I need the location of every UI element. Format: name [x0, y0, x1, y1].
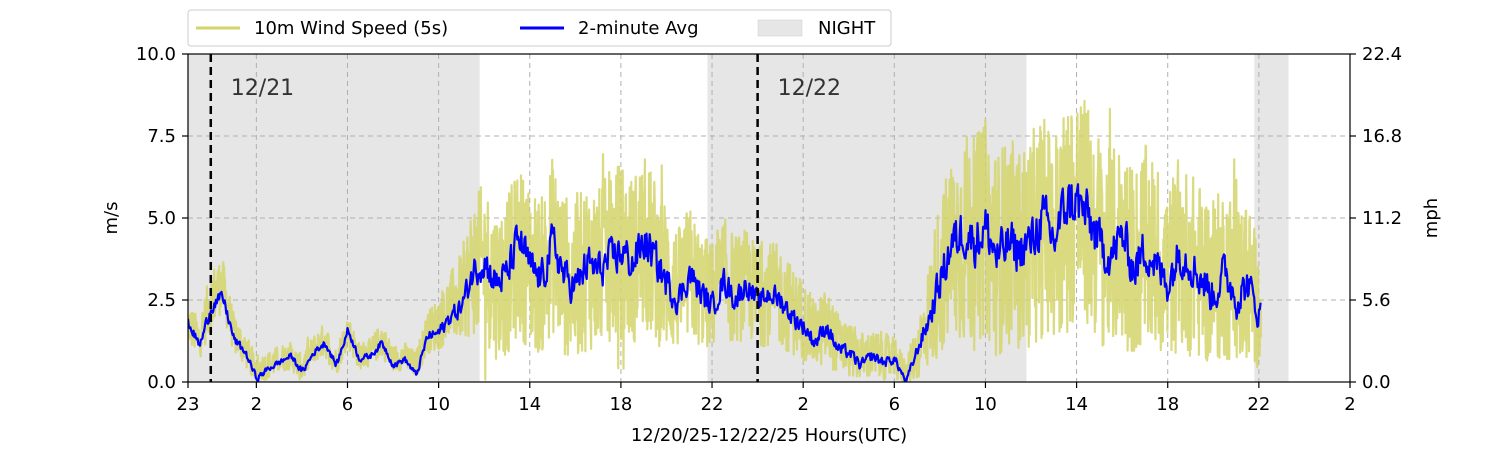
x-tick-label-1: 2: [251, 394, 262, 415]
x-axis-ticks: 23 2 6 10 14 18 22 2 6 10 14 18 22 2: [177, 382, 1356, 415]
series-layer: [188, 99, 1262, 382]
y-tick-label-4: 10.0: [136, 44, 176, 65]
x-axis-title: 12/20/25-12/22/25 Hours(UTC): [631, 425, 907, 446]
legend-label-2min-avg: 2-minute Avg: [578, 18, 699, 39]
x-tick-label-4: 14: [518, 394, 541, 415]
x-tick-label-3: 10: [427, 394, 450, 415]
y-tick-label-2: 5.0: [147, 208, 176, 229]
y-right-tick-label-4: 22.4: [1362, 44, 1402, 65]
legend: 10m Wind Speed (5s) 2-minute Avg NIGHT: [187, 9, 892, 47]
x-tick-label-13: 2: [1344, 394, 1355, 415]
y-axis-ticks-left: 0.0 2.5 5.0 7.5 10.0: [136, 44, 188, 393]
y-axis-title-left: m/s: [101, 202, 122, 235]
y-right-tick-label-3: 16.8: [1362, 126, 1402, 147]
legend-swatch-night: [757, 19, 803, 37]
x-tick-label-2: 6: [342, 394, 353, 415]
series-line-2min-avg: [188, 183, 1262, 382]
day-marker-label-0: 12/21: [231, 76, 294, 101]
x-tick-label-8: 6: [889, 394, 900, 415]
day-marker-layer: 12/21 12/22: [209, 54, 841, 382]
x-tick-label-9: 10: [974, 394, 997, 415]
y-right-tick-label-1: 5.6: [1362, 290, 1391, 311]
legend-label-wind-speed: 10m Wind Speed (5s): [254, 18, 448, 39]
series-line-wind-speed-5s: [188, 99, 1262, 382]
x-tick-label-7: 2: [797, 394, 808, 415]
x-tick-label-11: 18: [1156, 394, 1179, 415]
y-axis-ticks-right: 0.0 5.6 11.2 16.8 22.4: [1350, 44, 1402, 393]
y-tick-label-1: 2.5: [147, 290, 176, 311]
y-tick-label-0: 0.0: [147, 372, 176, 393]
y-right-tick-label-0: 0.0: [1362, 372, 1391, 393]
x-tick-label-10: 14: [1065, 394, 1088, 415]
x-tick-label-0: 23: [177, 394, 200, 415]
x-tick-label-12: 22: [1247, 394, 1270, 415]
y-right-tick-label-2: 11.2: [1362, 208, 1402, 229]
legend-label-night: NIGHT: [818, 18, 876, 39]
y-axis-title-right: mph: [1421, 198, 1442, 238]
day-marker-label-1: 12/22: [778, 76, 841, 101]
y-tick-label-3: 7.5: [147, 126, 176, 147]
x-tick-label-5: 18: [609, 394, 632, 415]
x-tick-label-6: 22: [701, 394, 724, 415]
